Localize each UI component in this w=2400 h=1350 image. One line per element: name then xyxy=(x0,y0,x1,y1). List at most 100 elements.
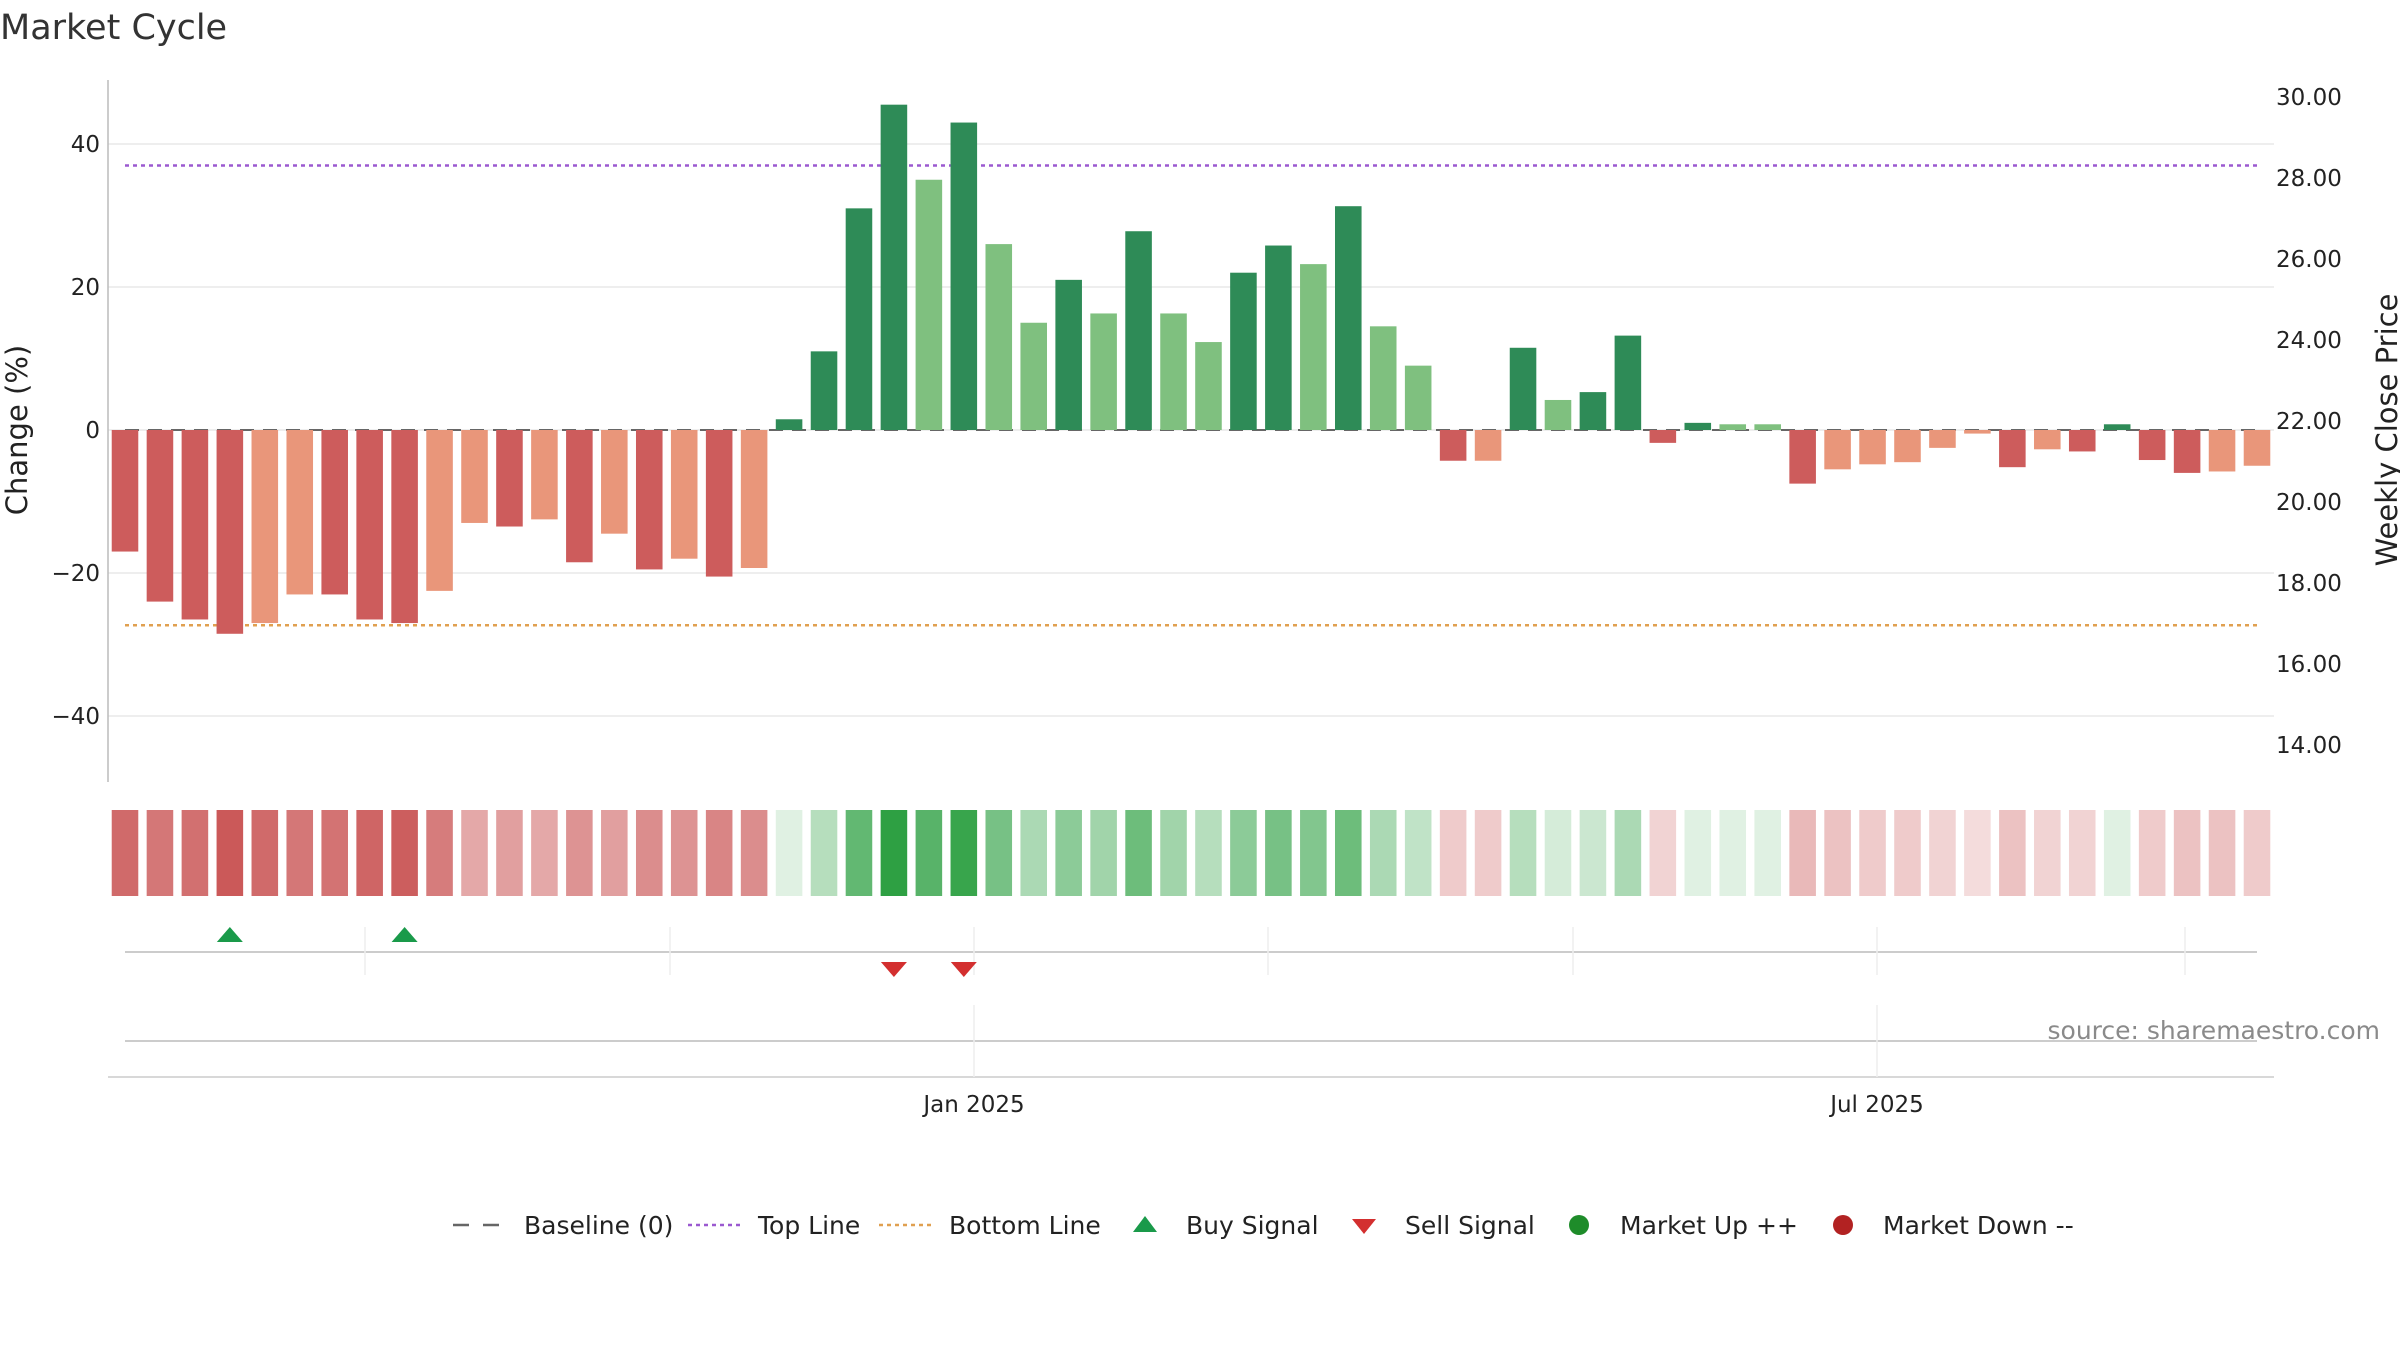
heat-cell-29 xyxy=(1125,810,1152,896)
y-tick-labels-right: 30.00 28.00 26.00 24.00 22.00 20.00 18.00 16.00… xyxy=(2276,85,2342,759)
heat-cell-6 xyxy=(321,810,348,896)
bar-52 xyxy=(1929,430,1956,448)
heat-cell-35 xyxy=(1334,810,1362,896)
heat-cell-15 xyxy=(635,810,663,896)
heat-cell-58 xyxy=(2138,810,2166,896)
bar-1 xyxy=(146,430,174,602)
heat-cell-25 xyxy=(985,810,1013,896)
source-label: source: sharemaestro.com xyxy=(2048,1016,2381,1045)
bar-20 xyxy=(810,351,838,430)
bar-46 xyxy=(1719,424,1747,430)
bar-19 xyxy=(775,419,803,430)
bar-59 xyxy=(2173,430,2201,473)
heat-cell-40 xyxy=(1509,810,1537,896)
heat-cell-3 xyxy=(216,810,244,896)
bar-36 xyxy=(1369,326,1397,430)
bar-32 xyxy=(1230,272,1257,430)
bar-48 xyxy=(1789,430,1816,484)
y-tick-labels: 40 20 0 −20 −40 xyxy=(51,132,100,730)
bar-17 xyxy=(705,430,733,577)
chart-title: Market Cycle xyxy=(0,8,227,48)
bar-24 xyxy=(950,122,978,431)
legend-label-3: Buy Signal xyxy=(1186,1211,1319,1240)
heat-cell-9 xyxy=(426,810,453,896)
heat-cell-52 xyxy=(1929,810,1956,896)
heat-cell-11 xyxy=(496,810,523,896)
bar-58 xyxy=(2138,430,2166,461)
y-tick-label-1: 20 xyxy=(71,275,100,301)
sell-signal-0 xyxy=(880,962,907,977)
y-tick-label-right-5: 20.00 xyxy=(2276,490,2342,516)
y-tick-label-right-1: 28.00 xyxy=(2276,166,2342,192)
heat-cell-61 xyxy=(2243,810,2271,896)
bar-33 xyxy=(1265,245,1292,430)
heat-cell-27 xyxy=(1055,810,1082,896)
heat-cell-41 xyxy=(1544,810,1572,896)
heat-cell-42 xyxy=(1579,810,1607,896)
y-tick-label-4: −40 xyxy=(51,704,100,730)
bar-43 xyxy=(1614,335,1642,430)
bar-44 xyxy=(1649,430,1677,443)
bar-54 xyxy=(1999,430,2026,468)
bars xyxy=(111,104,2271,634)
buy-signal-1 xyxy=(391,927,418,942)
heat-cell-8 xyxy=(391,810,418,896)
heat-cell-46 xyxy=(1719,810,1747,896)
bar-9 xyxy=(426,430,453,591)
bar-57 xyxy=(2103,424,2131,430)
x-tick-label-0: Jan 2025 xyxy=(921,1092,1024,1118)
heat-cell-57 xyxy=(2103,810,2131,896)
heat-cell-53 xyxy=(1964,810,1991,896)
heat-cell-45 xyxy=(1684,810,1712,896)
y-tick-label-right-0: 30.00 xyxy=(2276,85,2342,111)
heat-cell-56 xyxy=(2068,810,2096,896)
heat-cell-26 xyxy=(1020,810,1048,896)
bar-47 xyxy=(1754,424,1781,430)
bar-4 xyxy=(251,430,279,624)
heat-cell-39 xyxy=(1474,810,1502,896)
bar-12 xyxy=(531,430,558,520)
x-tick-label-1: Jul 2025 xyxy=(1828,1092,1924,1118)
market-panel xyxy=(108,1005,2274,1078)
bar-31 xyxy=(1195,342,1222,430)
heat-cell-13 xyxy=(566,810,593,896)
heat-cell-4 xyxy=(251,810,279,896)
buy-signal-0 xyxy=(216,927,243,942)
bar-22 xyxy=(880,104,908,431)
y-tick-label-3: −20 xyxy=(51,561,100,587)
y-tick-label-right-8: 14.00 xyxy=(2276,733,2342,759)
heat-cell-20 xyxy=(810,810,838,896)
x-tick-labels: Jan 2025 Jul 2025 xyxy=(921,1092,1923,1118)
heat-cell-0 xyxy=(111,810,139,896)
heat-cell-43 xyxy=(1614,810,1642,896)
heat-cell-10 xyxy=(461,810,488,896)
heat-cell-1 xyxy=(146,810,174,896)
bar-6 xyxy=(321,430,348,595)
heat-cell-12 xyxy=(531,810,558,896)
y-axis-title: Change (%) xyxy=(0,345,34,515)
heat-cell-28 xyxy=(1090,810,1117,896)
legend-buy-icon xyxy=(1133,1216,1157,1232)
y-tick-label-right-2: 26.00 xyxy=(2276,247,2342,273)
y-axis-title-right: Weekly Close Price xyxy=(2370,294,2400,567)
heat-cell-22 xyxy=(880,810,908,896)
bar-26 xyxy=(1020,322,1048,430)
bar-14 xyxy=(601,430,628,534)
legend-label-2: Bottom Line xyxy=(949,1211,1101,1240)
heat-cell-32 xyxy=(1230,810,1257,896)
heat-cell-33 xyxy=(1265,810,1292,896)
heat-cell-23 xyxy=(915,810,943,896)
y-tick-label-right-4: 22.00 xyxy=(2276,409,2342,435)
bar-40 xyxy=(1509,347,1537,430)
bar-41 xyxy=(1544,399,1572,430)
heat-cell-36 xyxy=(1369,810,1397,896)
bar-51 xyxy=(1894,430,1921,463)
bar-0 xyxy=(111,430,139,552)
bar-39 xyxy=(1474,430,1502,461)
bar-5 xyxy=(286,430,314,595)
legend-label-5: Market Up ++ xyxy=(1620,1211,1798,1240)
heat-strip xyxy=(111,810,2271,896)
legend-sell-icon xyxy=(1352,1219,1376,1234)
heat-cell-48 xyxy=(1789,810,1816,896)
